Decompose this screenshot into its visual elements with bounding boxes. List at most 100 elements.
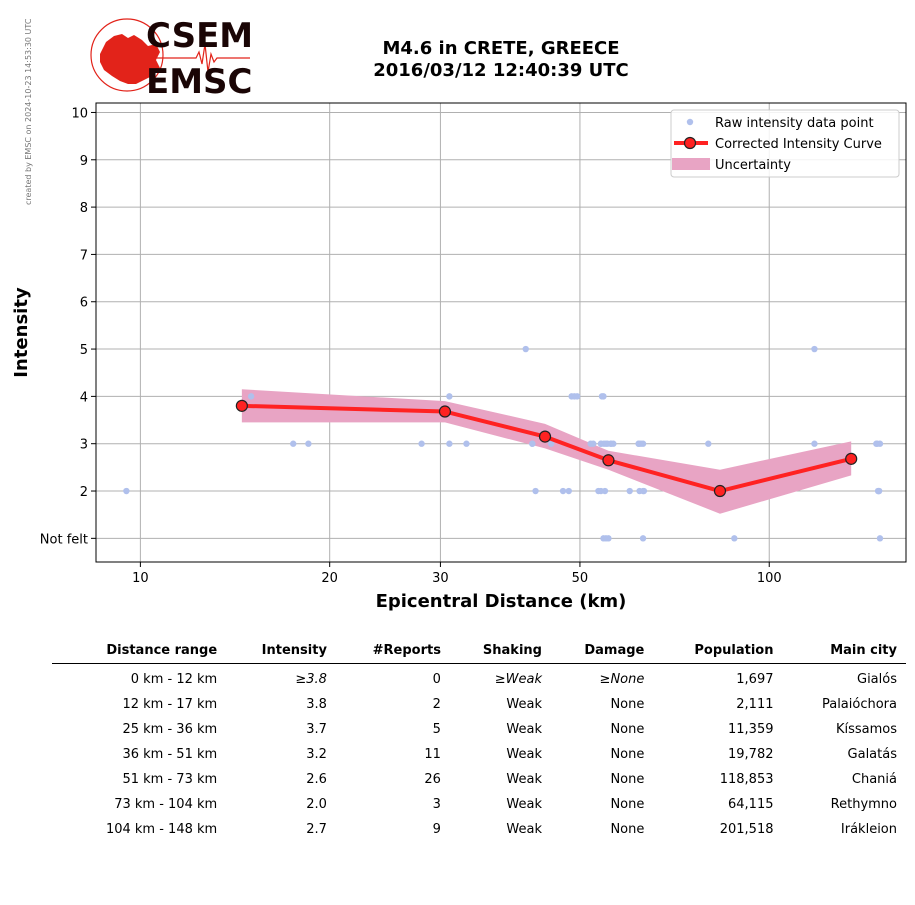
curve-marker <box>235 399 248 412</box>
y-tick-label: 8 <box>80 201 88 216</box>
legend-uncertainty-swatch <box>672 158 710 170</box>
raw-data-point <box>123 487 130 495</box>
cell-population: 201,518 <box>719 822 774 837</box>
y-axis-label: Intensity <box>11 287 32 378</box>
cell-intensity: ≥3.8 <box>295 672 327 687</box>
cell-range: 73 km - 104 km <box>114 797 218 812</box>
table-row: 51 km - 73 km 2.6 26 Weak None 118,853 C… <box>52 767 906 792</box>
cell-population: 11,359 <box>728 722 774 737</box>
cell-range: 36 km - 51 km <box>122 747 218 762</box>
cell-damage: None <box>610 722 645 737</box>
raw-data-point <box>731 535 738 542</box>
x-tick-label: 10 <box>132 571 149 586</box>
raw-data-point <box>811 345 818 353</box>
cell-city: Galatás <box>847 747 897 762</box>
cell-shaking: Weak <box>506 772 542 787</box>
header-distance-range: Distance range <box>52 639 227 664</box>
y-tick-label: 7 <box>80 248 88 263</box>
raw-data-point <box>573 393 581 400</box>
intensity-summary-table: Distance range Intensity #Reports Shakin… <box>52 639 906 842</box>
logo-seismogram <box>150 43 250 73</box>
raw-data-point <box>605 535 612 542</box>
table-row: 25 km - 36 km 3.7 5 Weak None 11,359 Kís… <box>52 717 906 742</box>
raw-data-point <box>705 440 712 447</box>
y-tick-label: 3 <box>80 438 88 453</box>
raw-data-point <box>522 345 529 353</box>
cell-reports: 26 <box>424 772 441 787</box>
raw-data-point <box>247 393 255 400</box>
table-row: 12 km - 17 km 3.8 2 Weak None 2,111 Pala… <box>52 692 906 717</box>
legend-raw-marker <box>686 118 694 126</box>
cell-city: Gialós <box>857 672 897 687</box>
curve-marker <box>845 452 858 465</box>
corrected-intensity-curve <box>241 403 852 494</box>
table-header-row: Distance range Intensity #Reports Shakin… <box>52 639 906 664</box>
y-tick-label: 4 <box>80 390 88 405</box>
raw-data-point <box>532 487 539 495</box>
cell-population: 64,115 <box>728 797 774 812</box>
x-tick-label: 50 <box>572 571 589 586</box>
raw-data-point <box>626 487 633 495</box>
curve-marker <box>438 405 452 418</box>
raw-data-point <box>640 487 648 495</box>
cell-shaking: Weak <box>506 747 542 762</box>
table-row: 73 km - 104 km 2.0 3 Weak None 64,115 Re… <box>52 792 906 817</box>
cell-reports: 5 <box>432 722 441 737</box>
legend-curve-label: Corrected Intensity Curve <box>715 137 882 152</box>
cell-damage: None <box>610 697 645 712</box>
cell-reports: 0 <box>432 672 441 687</box>
raw-data-point <box>590 440 597 447</box>
cell-range: 25 km - 36 km <box>122 722 218 737</box>
cell-shaking: Weak <box>506 822 542 837</box>
cell-city: Kíssamos <box>835 722 897 737</box>
x-tick-label: 20 <box>321 571 338 586</box>
logo-map-shape <box>100 34 160 84</box>
cell-damage: None <box>610 797 645 812</box>
cell-population: 118,853 <box>719 772 774 787</box>
raw-data-point <box>559 487 567 495</box>
cell-damage: ≥None <box>599 672 645 687</box>
y-tick-label: 5 <box>80 343 88 358</box>
logo-text-csem: CSEM <box>146 16 253 56</box>
plot-frame <box>95 102 907 563</box>
chart-title-time: 2016/03/12 12:40:39 UTC <box>373 60 629 81</box>
csem-emsc-logo: CSEM EMSC <box>90 16 253 102</box>
cell-damage: None <box>610 822 645 837</box>
table-row: 36 km - 51 km 3.2 11 Weak None 19,782 Ga… <box>52 742 906 767</box>
y-tick-label: Not felt <box>40 532 88 547</box>
raw-data-point <box>601 487 609 495</box>
header-main-city: Main city <box>782 639 906 664</box>
cell-shaking: Weak <box>506 697 542 712</box>
header-damage: Damage <box>550 639 654 664</box>
legend-curve-marker <box>683 136 697 150</box>
raw-data-point <box>463 440 470 447</box>
raw-data-point <box>876 535 884 542</box>
cell-range: 104 km - 148 km <box>105 822 218 837</box>
chart-title-event: M4.6 in CRETE, GREECE <box>382 38 620 59</box>
cell-population: 19,782 <box>728 747 774 762</box>
cell-city: Palaióchora <box>821 697 897 712</box>
header-shaking: Shaking <box>449 639 551 664</box>
cell-city: Chaniá <box>851 772 897 787</box>
cell-intensity: 2.6 <box>306 772 327 787</box>
cell-reports: 11 <box>424 747 441 762</box>
y-tick-label: 9 <box>80 154 88 169</box>
cell-population: 1,697 <box>736 672 774 687</box>
raw-data-point <box>305 440 312 447</box>
raw-data-point <box>600 393 607 400</box>
table-row: 0 km - 12 km ≥3.8 0 ≥Weak ≥None 1,697 Gi… <box>52 664 906 693</box>
cell-range: 12 km - 17 km <box>122 697 218 712</box>
x-tick-label: 100 <box>757 571 782 586</box>
raw-data-point <box>565 487 572 495</box>
cell-intensity: 3.8 <box>306 697 327 712</box>
raw-data-point <box>639 535 647 542</box>
raw-data-point <box>446 440 453 447</box>
cell-shaking: Weak <box>506 797 542 812</box>
curve-marker <box>538 430 552 443</box>
header-reports: #Reports <box>335 639 450 664</box>
raw-data-point <box>529 440 536 447</box>
cell-shaking: ≥Weak <box>494 672 542 687</box>
raw-data-point <box>418 440 425 447</box>
legend-uncertainty-label: Uncertainty <box>715 158 791 173</box>
legend-raw-label: Raw intensity data point <box>715 116 874 131</box>
